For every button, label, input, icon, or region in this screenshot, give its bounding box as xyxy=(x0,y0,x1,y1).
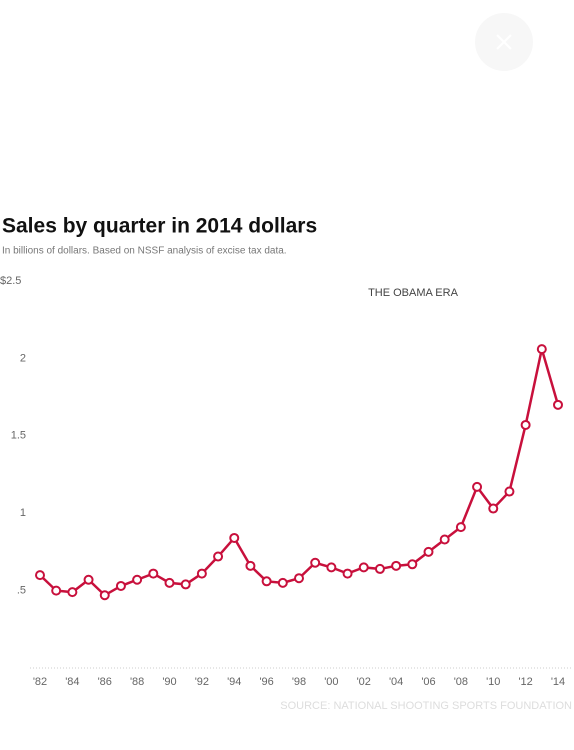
x-tick-label: '00 xyxy=(324,676,338,688)
point xyxy=(67,587,78,598)
y-tick-label: 1 xyxy=(20,507,26,519)
point xyxy=(342,568,353,579)
point xyxy=(374,563,385,574)
x-tick-label: '12 xyxy=(518,676,532,688)
point xyxy=(83,574,94,585)
point xyxy=(196,568,207,579)
point xyxy=(229,532,240,543)
point xyxy=(35,570,45,581)
point xyxy=(423,546,434,557)
y-tick-label: 2 xyxy=(20,352,26,364)
point xyxy=(472,481,483,492)
close-button[interactable] xyxy=(475,13,533,71)
point xyxy=(180,579,191,590)
chart-subtitle: In billions of dollars. Based on NSSF an… xyxy=(2,246,287,257)
point xyxy=(310,557,321,568)
point xyxy=(148,568,159,579)
point xyxy=(132,574,143,585)
point xyxy=(51,585,62,596)
point xyxy=(391,560,402,571)
point xyxy=(358,562,369,573)
x-tick-label: '88 xyxy=(130,676,144,688)
annotation: THE OBAMA ERA xyxy=(368,287,459,299)
x-tick-label: '98 xyxy=(292,676,306,688)
x-tick-label: '10 xyxy=(486,676,500,688)
point xyxy=(536,344,547,355)
point xyxy=(504,486,515,497)
x-tick-label: '14 xyxy=(551,676,565,688)
x-tick-label: '08 xyxy=(454,676,468,688)
point xyxy=(277,577,288,588)
point xyxy=(407,559,418,570)
point xyxy=(439,534,450,545)
x-tick-label: '82 xyxy=(33,676,47,688)
point xyxy=(488,503,499,514)
point xyxy=(455,522,466,533)
x-tick-label: '06 xyxy=(421,676,435,688)
x-tick-label: '92 xyxy=(195,676,209,688)
point xyxy=(326,562,337,573)
x-tick-label: '90 xyxy=(162,676,176,688)
point xyxy=(294,573,304,584)
point xyxy=(164,577,175,588)
y-tick-label: $2.5 xyxy=(0,275,21,287)
x-tick-label: '86 xyxy=(98,676,112,688)
x-tick-label: '84 xyxy=(65,676,79,688)
line xyxy=(39,348,560,597)
point xyxy=(520,419,531,430)
y-tick-label: .5 xyxy=(17,585,26,597)
point xyxy=(245,560,256,571)
source: SOURCE: NATIONAL SHOOTING SPORTS FOUNDAT… xyxy=(280,700,572,712)
x-tick-label: '04 xyxy=(389,676,403,688)
x-tick-label: '96 xyxy=(259,676,273,688)
point xyxy=(99,590,110,601)
point xyxy=(261,576,272,587)
point xyxy=(115,580,126,591)
chart-title: Sales by quarter in 2014 dollars xyxy=(2,215,317,238)
y-tick-label: 1.5 xyxy=(11,430,26,442)
point xyxy=(213,551,224,562)
x-tick-label: '02 xyxy=(357,676,371,688)
x-tick-label: '94 xyxy=(227,676,241,688)
point xyxy=(553,399,563,410)
